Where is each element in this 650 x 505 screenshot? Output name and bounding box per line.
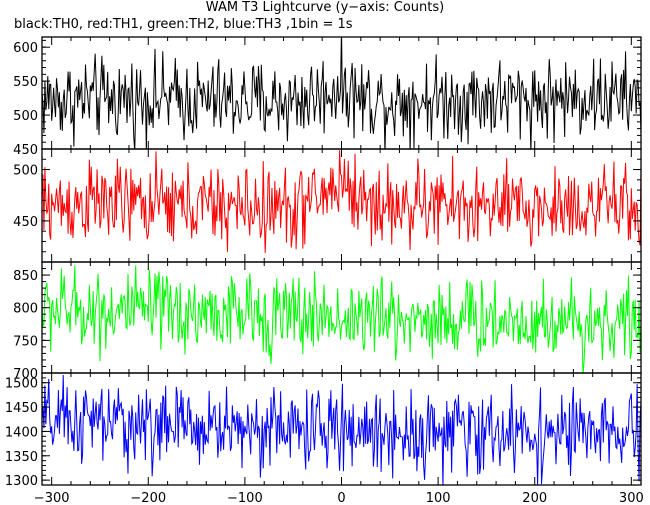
series-line-th0	[42, 37, 641, 149]
y-tick-label: 850	[13, 269, 38, 284]
panel-th3: 1300 1350 1400 1450 1500	[5, 372, 642, 489]
panel-th1: 450 500	[13, 148, 642, 263]
y-tick-label: 600	[13, 41, 38, 56]
x-tick-label: 0	[337, 491, 345, 505]
y-tick-label: 1450	[5, 401, 38, 416]
panel-th0: 450 500 550 600	[13, 36, 642, 158]
x-tick-label: −300	[34, 491, 70, 505]
x-tick-label: 200	[522, 491, 547, 505]
series-line-th1	[42, 150, 641, 254]
series-line-th2	[42, 265, 641, 373]
y-tick-label: 500	[13, 164, 38, 179]
chart-subtitle: black:TH0, red:TH1, green:TH2, blue:TH3 …	[14, 17, 353, 32]
y-tick-label: 1350	[5, 450, 38, 465]
y-tick-label: 1500	[5, 377, 38, 392]
y-tick-label: 500	[13, 109, 38, 124]
y-tick-label: 450	[13, 215, 38, 230]
x-tick-label: −100	[227, 491, 263, 505]
y-tick-label: 700	[13, 367, 38, 382]
panel-th2: 700 750 800 850	[13, 261, 642, 382]
x-tick-label: 100	[426, 491, 451, 505]
y-tick-label: 450	[13, 143, 38, 158]
y-tick-label: 1300	[5, 474, 38, 489]
panel-frame	[41, 372, 642, 486]
series-line-th3	[42, 374, 641, 485]
y-tick-label: 1400	[5, 425, 38, 440]
y-tick-label: 800	[13, 302, 38, 317]
chart-title: WAM T3 Lightcurve (y−axis: Counts)	[205, 0, 445, 15]
x-tick-label: −200	[130, 491, 166, 505]
x-tick-label: 300	[619, 491, 644, 505]
y-tick-label: 750	[13, 334, 38, 349]
y-tick-label: 550	[13, 75, 38, 90]
